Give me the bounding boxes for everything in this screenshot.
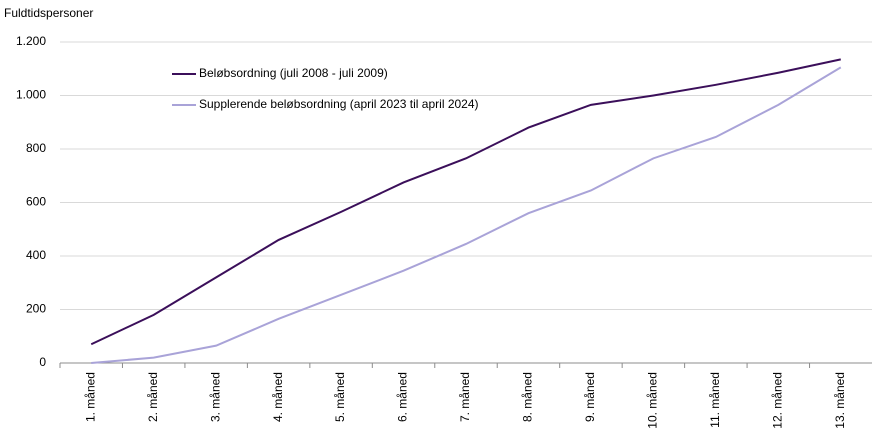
- x-tick-label: 3. måned: [208, 372, 222, 422]
- x-tick-label: 9. måned: [583, 372, 597, 422]
- x-tick-label: 5. måned: [333, 372, 347, 422]
- x-tick-label: 13. måned: [833, 372, 847, 429]
- y-tick-label: 0: [39, 355, 46, 369]
- y-tick-label: 1.000: [16, 88, 46, 102]
- y-tick-label: 400: [26, 248, 46, 262]
- x-tick-label: 1. måned: [83, 372, 97, 422]
- legend-label: Supplerende beløbsordning (april 2023 ti…: [199, 97, 479, 111]
- series-line: [91, 66, 842, 364]
- y-axis-label: Fuldtidspersoner: [4, 6, 93, 20]
- x-tick-label: 8. måned: [521, 372, 535, 422]
- y-tick-label: 1.200: [16, 34, 46, 48]
- y-tick-label: 800: [26, 141, 46, 155]
- y-tick-label: 600: [26, 195, 46, 209]
- x-tick-label: 11. måned: [708, 372, 722, 428]
- x-tick-label: 6. måned: [396, 372, 410, 422]
- series-line: [90, 58, 841, 346]
- legend-label: Beløbsordning (juli 2008 - juli 2009): [199, 66, 388, 80]
- x-tick-label: 7. måned: [458, 372, 472, 422]
- x-tick-label: 10. måned: [646, 372, 660, 429]
- x-tick-label: 12. måned: [770, 372, 784, 429]
- y-tick-label: 200: [26, 302, 46, 316]
- x-tick-label: 4. måned: [271, 372, 285, 422]
- x-tick-label: 2. måned: [146, 372, 160, 422]
